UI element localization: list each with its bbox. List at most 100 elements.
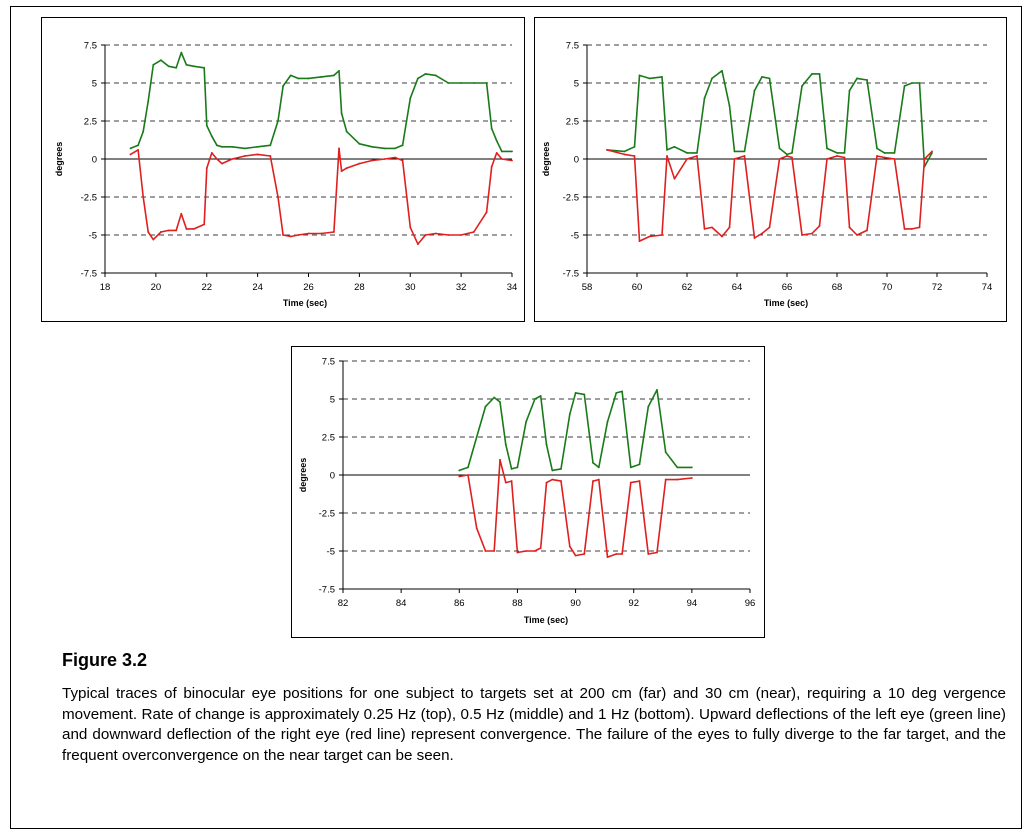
x-tick-label: 24 <box>252 282 263 293</box>
data-point <box>583 553 586 555</box>
chart-svg: -7.5 -5 -2.5 0 2.5 5 7.5 82 84 86 88 90 92 94 96 Time (… <box>298 357 755 626</box>
data-point <box>551 478 554 481</box>
y-tick-label: 5 <box>574 79 579 90</box>
data-point <box>320 76 323 78</box>
data-point <box>458 475 461 478</box>
data-point <box>244 147 246 150</box>
data-point <box>690 466 693 469</box>
data-point <box>475 436 478 438</box>
data-point <box>648 77 651 80</box>
data-point <box>664 478 667 481</box>
data-point <box>743 155 746 157</box>
data-point <box>703 97 706 100</box>
data-point <box>345 130 348 133</box>
data-point <box>345 167 348 170</box>
data-point <box>256 153 259 156</box>
data-point <box>269 144 272 147</box>
y-tick-label: 5 <box>92 79 97 90</box>
figure-frame <box>10 6 1022 829</box>
data-point <box>371 145 373 148</box>
x-tick-label: 58 <box>582 282 593 293</box>
data-point <box>911 228 913 230</box>
data-point <box>205 124 208 127</box>
data-point <box>633 145 636 148</box>
data-point <box>193 65 195 68</box>
data-point <box>358 142 361 145</box>
data-point <box>876 155 878 157</box>
data-point <box>129 153 132 156</box>
data-point <box>216 144 218 147</box>
data-point <box>493 550 496 552</box>
data-point <box>297 77 300 80</box>
data-point <box>818 224 821 227</box>
x-tick-label: 64 <box>732 282 743 293</box>
data-point <box>597 478 600 481</box>
data-point <box>638 74 641 77</box>
data-point <box>696 152 698 154</box>
data-point <box>545 481 548 484</box>
data-point <box>568 413 571 416</box>
data-point <box>903 85 906 87</box>
data-point <box>383 147 386 150</box>
data-point <box>185 228 188 230</box>
data-point <box>836 152 838 154</box>
data-point <box>574 392 577 394</box>
data-point <box>848 226 851 229</box>
figure-caption: Typical traces of binocular eye position… <box>62 685 1006 764</box>
data-point <box>801 234 803 236</box>
data-point <box>516 466 519 469</box>
y-tick-label: 0 <box>574 155 579 166</box>
data-point <box>205 167 208 170</box>
y-tick-label: -5 <box>89 231 97 242</box>
data-point <box>733 158 736 160</box>
data-point <box>277 120 279 122</box>
chart-svg: -7.5 -5 -2.5 0 2.5 5 7.5 18 20 22 24 26 28 30 32 34 Time… <box>54 41 517 309</box>
data-point <box>180 51 183 54</box>
data-point <box>560 480 562 482</box>
data-point <box>778 147 781 150</box>
data-point <box>686 158 688 160</box>
data-point <box>401 144 404 147</box>
data-point <box>866 79 868 81</box>
data-point <box>606 556 609 558</box>
data-point <box>244 155 246 157</box>
data-point <box>467 474 469 476</box>
data-point <box>142 130 145 133</box>
data-point <box>525 420 528 423</box>
y-tick-label: -5 <box>571 231 579 242</box>
data-point <box>175 229 178 232</box>
data-point <box>490 127 493 130</box>
data-point <box>826 158 828 160</box>
data-point <box>424 234 427 236</box>
y-tick-label: 7.5 <box>84 41 97 52</box>
data-point <box>472 231 475 233</box>
data-point <box>338 69 340 72</box>
series-line-left-eye <box>130 51 512 153</box>
data-point <box>137 148 139 151</box>
chart-panel-bottom: -7.5 -5 -2.5 0 2.5 5 7.5 82 84 86 88 90 92 94 96 Time (… <box>291 346 765 638</box>
data-point <box>768 77 771 80</box>
data-point <box>297 234 300 236</box>
data-point <box>472 82 475 84</box>
data-point <box>768 226 771 229</box>
data-point <box>484 550 487 552</box>
y-tick-label: -7.5 <box>319 585 335 596</box>
data-point <box>648 235 651 238</box>
series-line-left-eye <box>606 69 933 168</box>
data-point <box>516 551 519 554</box>
data-point <box>676 478 679 481</box>
data-point <box>778 158 781 160</box>
data-point <box>903 228 906 230</box>
data-point <box>371 159 373 162</box>
data-point <box>147 231 150 233</box>
data-point <box>175 66 178 69</box>
data-point <box>848 89 851 92</box>
data-point <box>147 100 150 103</box>
data-point <box>485 82 488 84</box>
data-point <box>711 77 713 80</box>
data-point <box>282 234 284 236</box>
data-point <box>210 152 213 154</box>
data-point <box>606 420 609 423</box>
x-axis-label: Time (sec) <box>524 615 568 625</box>
data-point <box>490 165 493 168</box>
